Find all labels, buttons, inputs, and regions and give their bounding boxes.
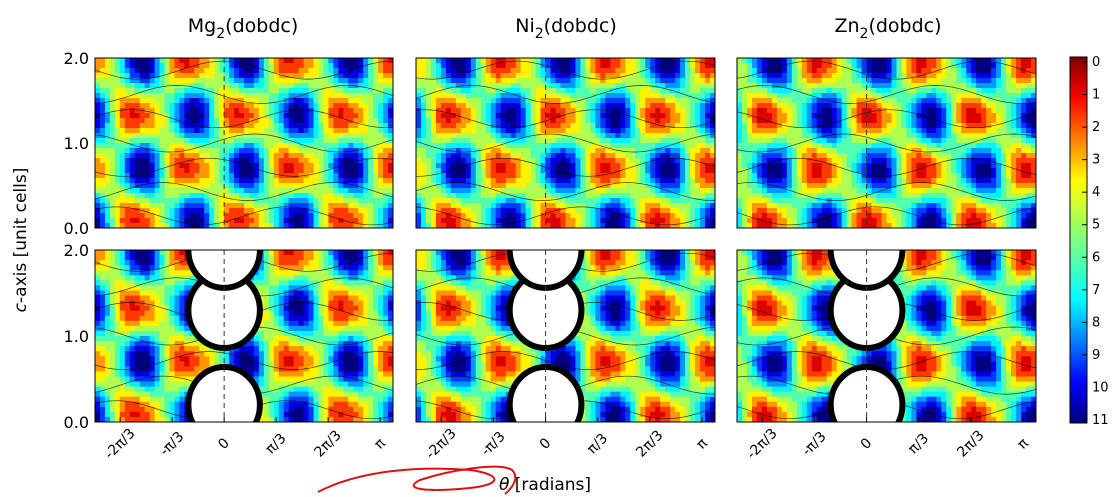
colorbar-tick-label: 3 <box>1092 153 1100 168</box>
colorbar-tick-label: 2 <box>1092 120 1100 135</box>
x-tick-label: -π/3 <box>799 429 829 459</box>
y-tick-label: 1.0 <box>64 134 89 153</box>
x-tick-label: π/3 <box>905 431 932 458</box>
y-tick-label: 1.0 <box>64 327 89 346</box>
y-tick-label: 2.0 <box>64 49 89 68</box>
x-tick-label: 2π/3 <box>954 427 987 460</box>
title-ni: Ni2(dobdc) <box>515 15 617 42</box>
colorbar-tick-label: 11 <box>1092 413 1109 428</box>
y-tick-label: 0.0 <box>64 413 89 432</box>
panel-row1-col1: 0.0 1.0 2.0 <box>64 49 394 238</box>
colorbar-gradient <box>1069 56 1088 424</box>
colorbar-tick-label: 8 <box>1092 315 1100 330</box>
x-tick-label: 0 <box>215 435 233 453</box>
colorbar-tick-label: 1 <box>1092 88 1100 103</box>
panel-row2-col2: -2π/3 -π/3 0 π/3 2π/3 π <box>415 249 716 463</box>
x-tick-label: 2π/3 <box>633 427 666 460</box>
panel-row1-col3 <box>736 57 1037 229</box>
colorbar-tick-label: 5 <box>1092 218 1100 233</box>
colorbar-tick-label: 7 <box>1092 283 1100 298</box>
panel-row2-col1: 0.0 1.0 2.0 -2π/3 -π/3 0 π/3 2π/3 π <box>64 241 394 463</box>
colorbar-tick-label: 6 <box>1092 250 1100 265</box>
colorbar-tick-label: 9 <box>1092 348 1100 363</box>
x-tick-label: π/3 <box>263 431 290 458</box>
title-zn: Zn2(dobdc) <box>834 15 941 42</box>
x-tick-label: 2π/3 <box>312 427 345 460</box>
x-tick-label: -2π/3 <box>423 426 460 463</box>
red-scribble-annotation <box>317 465 517 495</box>
x-tick-label: -π/3 <box>478 429 508 459</box>
colorbar: 0 1 2 3 4 5 6 7 8 9 10 11 <box>1069 55 1109 428</box>
x-tick-label: π <box>372 435 390 453</box>
colorbar-tick-label: 4 <box>1092 185 1100 200</box>
y-tick-label: 2.0 <box>64 241 89 260</box>
y-tick-label: 0.0 <box>64 219 89 238</box>
x-tick-label: -π/3 <box>157 429 187 459</box>
colorbar-tick-label: 10 <box>1092 380 1109 395</box>
x-tick-label: 0 <box>858 435 876 453</box>
x-axis-label: θ [radians] <box>499 475 591 495</box>
x-tick-label: -2π/3 <box>744 426 781 463</box>
x-tick-label: 0 <box>537 435 555 453</box>
colorbar-tick-label: 0 <box>1092 55 1100 70</box>
x-tick-label: π <box>693 435 711 453</box>
x-tick-label: π <box>1014 435 1032 453</box>
contour-panels: 0.01.02.00.01.02.0-2π/3 -π/3 0 π/3 2π/3 π -2π/… <box>64 49 1037 462</box>
panel-row1-col2 <box>415 57 716 229</box>
column-titles: Mg2(dobdc) Ni2(dobdc) Zn2(dobdc) <box>188 15 942 42</box>
y-axis-label: c-axis [unit cells] <box>11 168 31 313</box>
x-tick-label: -2π/3 <box>102 426 139 463</box>
title-mg: Mg2(dobdc) <box>188 15 298 42</box>
x-tick-label: π/3 <box>584 431 611 458</box>
panel-row2-col3: -2π/3 -π/3 0 π/3 2π/3 π <box>736 249 1037 463</box>
